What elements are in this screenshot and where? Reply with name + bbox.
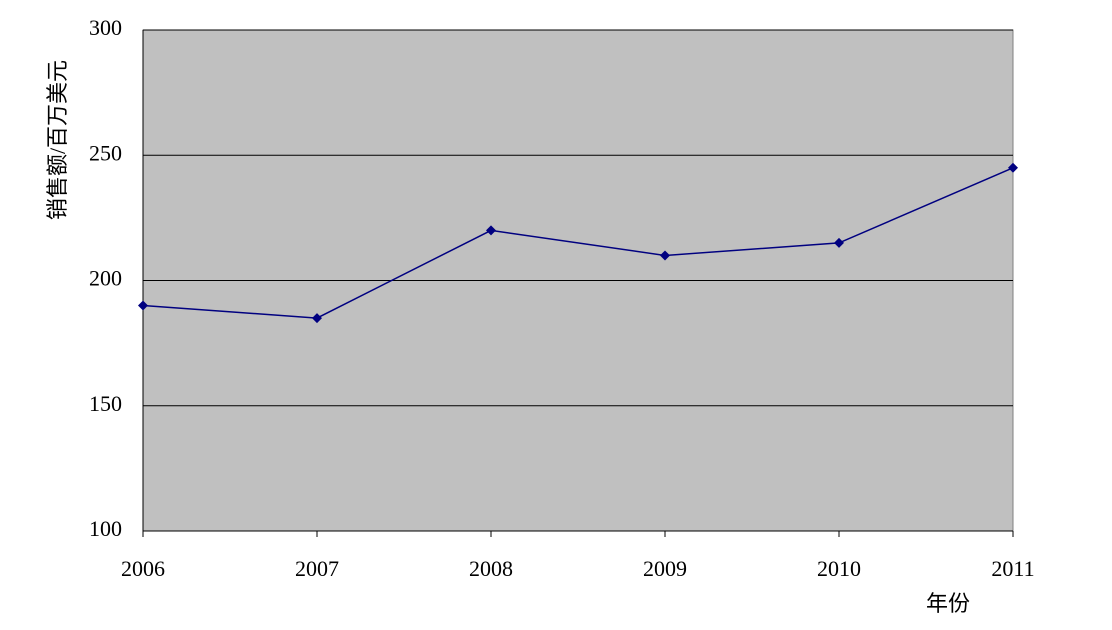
y-tick-label: 100	[89, 516, 122, 541]
y-tick-label: 300	[89, 15, 122, 40]
x-tick-label: 2009	[643, 556, 687, 581]
y-tick-label: 250	[89, 140, 122, 165]
x-axis-label: 年份	[926, 591, 970, 616]
y-axis-label: 销售额/百万美元	[45, 60, 70, 220]
marker	[486, 225, 496, 236]
x-tick-label: 2011	[991, 556, 1034, 581]
marker	[138, 300, 148, 311]
series-line	[142, 167, 1014, 319]
x-tick-label: 2006	[121, 556, 165, 581]
marker	[834, 237, 844, 248]
x-tick-label: 2008	[469, 556, 513, 581]
marker	[1008, 162, 1018, 173]
marker	[312, 313, 322, 324]
x-tick-label: 2010	[817, 556, 861, 581]
y-tick-label: 200	[89, 266, 122, 291]
x-tick-label: 2007	[295, 556, 339, 581]
y-tick-label: 150	[89, 391, 122, 416]
marker	[660, 250, 670, 261]
